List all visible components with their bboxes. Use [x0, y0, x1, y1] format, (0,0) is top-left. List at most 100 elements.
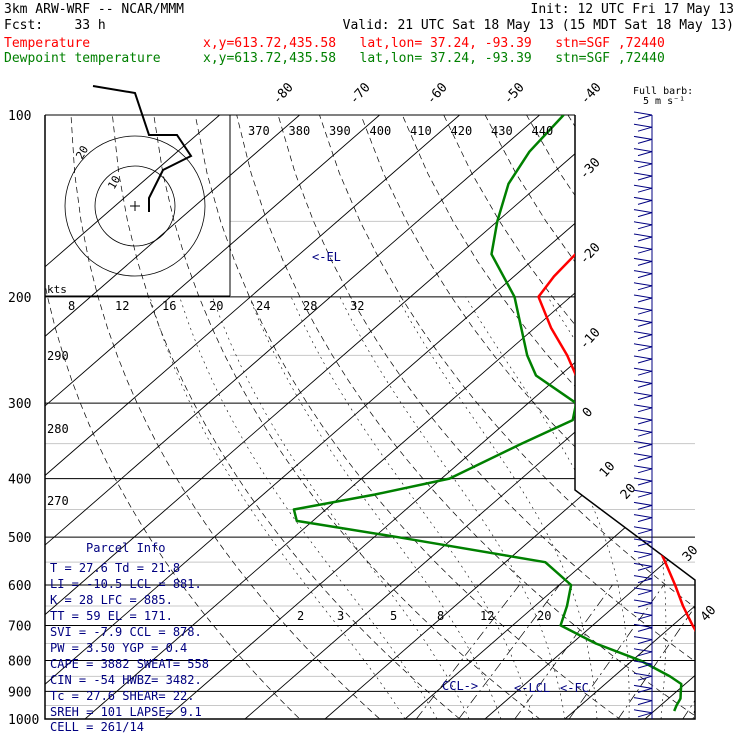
- theta-e-label: 400: [370, 124, 392, 138]
- parcel-row: TT = 59 EL = 171.: [50, 609, 173, 623]
- speed-tick-label: 20: [209, 299, 223, 313]
- mixing-ratio-line: [617, 584, 695, 719]
- wind-barb: [633, 648, 653, 653]
- wind-barb: [637, 224, 653, 230]
- dry-adiabat: [526, 115, 695, 719]
- wind-barb: [633, 221, 653, 226]
- lcl-marker: <-LCL: [514, 681, 550, 695]
- isotherm-label: -40: [578, 80, 605, 107]
- pressure-label-400: 400: [8, 473, 31, 488]
- temperature-location: x,y=613.72,435.58 lat,lon= 37.24, -93.39…: [203, 36, 665, 51]
- wind-barb: [637, 114, 653, 120]
- wind-barb: [633, 331, 653, 336]
- theta-e-label: 440: [532, 124, 554, 138]
- wind-barb: [633, 477, 653, 482]
- wind-barb: [633, 196, 653, 201]
- theta-e-label: 370: [248, 124, 270, 138]
- isotherm: [164, 115, 695, 719]
- isotherm: [45, 115, 460, 719]
- wind-barb: [637, 334, 653, 340]
- wind-barb: [637, 541, 653, 547]
- wind-barb: [633, 392, 653, 397]
- dry-adiabat: [45, 115, 314, 719]
- model-title: 3km ARW-WRF -- NCAR/MMM: [4, 2, 185, 17]
- dry-adiabat: [112, 115, 476, 719]
- dry-adiabat: [194, 115, 638, 719]
- wind-barb: [637, 358, 653, 364]
- isotherm: [324, 115, 695, 719]
- pressure-label-700: 700: [8, 619, 31, 634]
- wind-barb: [633, 123, 653, 128]
- moist-adiabat: [725, 297, 740, 719]
- grid: [44, 114, 696, 720]
- mixing-ratio-line: [514, 584, 613, 719]
- wind-legend-line1: Full barb:: [633, 86, 693, 97]
- hodograph-ring: [94, 165, 176, 247]
- wind-barb: [637, 492, 653, 498]
- wind-barb: [637, 529, 653, 535]
- theta-label: 280: [47, 422, 69, 436]
- theta-e-label: 390: [329, 124, 351, 138]
- wind-barb: [637, 395, 653, 401]
- dry-adiabat: [567, 115, 695, 719]
- isotherm-label: -60: [424, 80, 451, 107]
- wind-barb: [637, 151, 653, 157]
- mixing-ratio-label: 3: [337, 609, 344, 623]
- wind-barb: [637, 407, 653, 413]
- moist-adiabat: [339, 296, 566, 719]
- valid-time: Valid: 21 UTC Sat 18 May 13 (15 MDT Sat …: [342, 18, 734, 33]
- hodograph-units: kts: [47, 283, 67, 296]
- speed-tick-label: 28: [303, 299, 317, 313]
- isotherm-label: 40: [698, 603, 720, 625]
- wind-barb: [637, 175, 653, 181]
- isotherm: [45, 115, 220, 719]
- wind-barb: [637, 419, 653, 425]
- parcel-info-title: Parcel Info: [86, 541, 165, 555]
- wind-barb: [633, 233, 653, 238]
- dry-adiabat: [401, 115, 695, 719]
- wind-barb: [637, 578, 653, 584]
- wind-barb: [637, 309, 653, 315]
- wind-barb: [633, 623, 653, 628]
- wind-barb: [633, 306, 653, 311]
- wind-barb: [637, 517, 653, 523]
- wind-barb: [637, 321, 653, 327]
- wind-barbs: [633, 111, 653, 719]
- isotherm: [564, 115, 695, 719]
- speed-tick-label: 12: [115, 299, 129, 313]
- wind-barb: [637, 163, 653, 169]
- wind-barb: [637, 199, 653, 205]
- isotherm: [45, 115, 540, 719]
- wind-barb: [633, 416, 653, 421]
- wind-barb: [633, 318, 653, 323]
- mixing-ratio-label: 20: [537, 609, 551, 623]
- isotherm: [644, 115, 695, 719]
- wind-barb: [633, 245, 653, 250]
- wind-barb: [633, 135, 653, 140]
- init-time: Init: 12 UTC Fri 17 May 13: [530, 2, 735, 17]
- wind-barb: [633, 599, 653, 604]
- wind-barb: [637, 236, 653, 242]
- dry-adiabat: [236, 115, 695, 719]
- wind-barb: [633, 453, 653, 458]
- theta-label: 290: [47, 349, 69, 363]
- wind-barb: [633, 379, 653, 384]
- dry-adiabat: [70, 115, 395, 719]
- temperature-legend: Temperature: [4, 36, 91, 51]
- moist-adiabat: [248, 296, 502, 719]
- isotherm-label: -70: [347, 80, 374, 107]
- wind-barb: [637, 590, 653, 596]
- el-marker: <-EL: [312, 250, 341, 264]
- temperature-line: [537, 115, 695, 713]
- skewed-grid: [45, 115, 740, 719]
- wind-barb: [633, 514, 653, 519]
- pressure-label-600: 600: [8, 579, 31, 594]
- wind-barb: [637, 504, 653, 510]
- hodograph-ring-label: 10: [105, 174, 123, 192]
- wind-barb: [633, 404, 653, 409]
- wind-barb: [637, 212, 653, 218]
- wind-barb: [633, 684, 653, 689]
- wind-barb: [633, 697, 653, 702]
- wind-legend-line2: 5 m s⁻¹: [643, 96, 685, 107]
- wind-barb: [637, 687, 653, 693]
